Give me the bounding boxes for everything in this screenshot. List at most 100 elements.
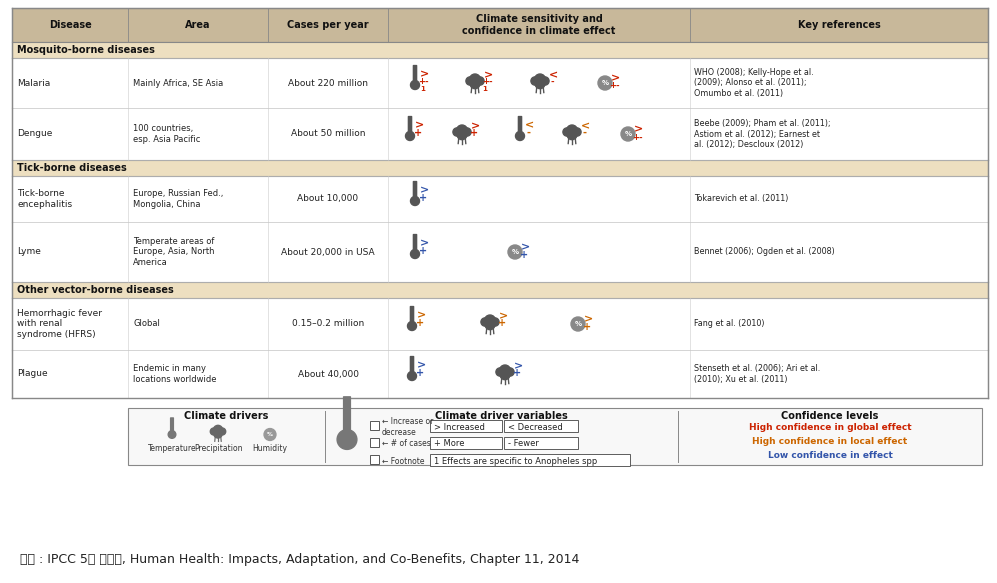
Circle shape (411, 80, 420, 90)
Text: Key references: Key references (798, 20, 880, 30)
Bar (12, 8, 988, 42)
Text: About 40,000: About 40,000 (297, 370, 359, 378)
Text: 1: 1 (421, 86, 426, 92)
Text: 1: 1 (483, 86, 488, 92)
FancyBboxPatch shape (517, 116, 522, 135)
Text: Mainly Africa, SE Asia: Mainly Africa, SE Asia (133, 79, 223, 87)
Circle shape (213, 426, 222, 435)
Text: >: > (420, 238, 429, 248)
Text: About 50 million: About 50 million (291, 129, 365, 139)
Circle shape (485, 315, 496, 326)
Text: Bennet (2006); Ogden et al. (2008): Bennet (2006); Ogden et al. (2008) (694, 248, 834, 257)
Text: +: + (470, 128, 479, 138)
Circle shape (453, 128, 462, 136)
Bar (370, 421, 379, 430)
Text: WHO (2008); Kelly-Hope et al.
(2009); Alonso et al. (2011);
Omumbo et al. (2011): WHO (2008); Kelly-Hope et al. (2009); Al… (694, 68, 814, 98)
Text: > Increased: > Increased (434, 423, 485, 431)
Circle shape (508, 245, 522, 259)
Text: >: > (520, 242, 529, 252)
Text: ← # of cases: ← # of cases (382, 440, 431, 448)
Circle shape (505, 368, 514, 376)
Text: %: % (267, 432, 273, 437)
FancyBboxPatch shape (413, 234, 418, 254)
Text: +: + (498, 318, 506, 328)
Circle shape (540, 77, 549, 85)
Circle shape (535, 79, 545, 89)
Text: Global: Global (133, 319, 160, 328)
Text: +: + (419, 246, 427, 256)
Text: +-: +- (632, 132, 642, 142)
FancyBboxPatch shape (169, 417, 174, 434)
Text: 자료 : IPCC 5차 보고서, Human Health: Impacts, Adaptation, and Co-Benefits, Chapter 11: 자료 : IPCC 5차 보고서, Human Health: Impacts,… (20, 553, 579, 567)
Text: Climate drivers: Climate drivers (184, 411, 268, 421)
Text: Area: Area (185, 20, 210, 30)
Text: Confidence levels: Confidence levels (782, 411, 878, 421)
Text: Endemic in many
locations worldwide: Endemic in many locations worldwide (133, 364, 216, 384)
Bar (370, 455, 379, 464)
Text: >: > (415, 120, 424, 130)
Text: - Fewer: - Fewer (508, 440, 538, 448)
Text: Dengue: Dengue (17, 129, 53, 139)
Circle shape (499, 365, 510, 376)
Text: >: > (420, 185, 429, 195)
Text: Precipitation: Precipitation (193, 444, 242, 453)
Bar (12, 222, 988, 282)
Text: >: > (417, 360, 426, 370)
Text: %: % (624, 131, 631, 137)
Text: +: + (419, 193, 427, 203)
Bar (12, 298, 988, 350)
Text: <: < (524, 120, 533, 130)
Text: Lyme: Lyme (17, 248, 41, 257)
Circle shape (496, 368, 504, 376)
Circle shape (566, 125, 577, 136)
Text: +: + (416, 368, 424, 378)
Text: High confidence in local effect: High confidence in local effect (753, 437, 907, 447)
Text: >: > (610, 73, 619, 83)
Circle shape (573, 128, 581, 136)
Text: +-: +- (609, 82, 619, 90)
Circle shape (218, 428, 225, 435)
Bar (370, 438, 379, 447)
Text: Other vector-borne diseases: Other vector-borne diseases (17, 285, 173, 295)
Text: Beebe (2009); Pham et al. (2011);
Astiom et al. (2012); Earnest et
al. (2012); D: Beebe (2009); Pham et al. (2011); Astiom… (694, 119, 831, 149)
Text: >: > (633, 124, 643, 134)
FancyBboxPatch shape (413, 65, 418, 85)
Bar (12, 176, 988, 222)
Text: +: + (416, 318, 424, 328)
Text: +-: +- (418, 78, 429, 86)
FancyBboxPatch shape (410, 356, 415, 375)
Circle shape (481, 318, 490, 326)
Circle shape (476, 77, 485, 85)
Circle shape (168, 431, 175, 438)
Text: < Decreased: < Decreased (508, 423, 562, 431)
Circle shape (598, 76, 612, 90)
Circle shape (213, 430, 222, 438)
Bar (12, 108, 988, 160)
Bar (12, 282, 988, 298)
Text: Europe, Russian Fed.,
Mongolia, China: Europe, Russian Fed., Mongolia, China (133, 189, 223, 209)
Text: Stenseth et al. (2006); Ari et al.
(2010); Xu et al. (2011): Stenseth et al. (2006); Ari et al. (2010… (694, 364, 821, 384)
Circle shape (457, 130, 467, 140)
Text: +: + (512, 368, 521, 378)
Circle shape (470, 74, 481, 85)
Circle shape (486, 320, 495, 330)
Bar (12, 350, 988, 398)
Circle shape (406, 132, 415, 141)
Text: %: % (511, 249, 518, 255)
Text: High confidence in global effect: High confidence in global effect (749, 423, 911, 433)
Bar (128, 408, 982, 465)
Text: %: % (601, 80, 608, 86)
Circle shape (534, 74, 545, 85)
Text: Tick-borne
encephalitis: Tick-borne encephalitis (17, 189, 72, 209)
Circle shape (264, 429, 276, 440)
Text: <: < (548, 70, 557, 80)
Circle shape (491, 318, 499, 326)
Bar (12, 58, 988, 108)
Text: -: - (526, 128, 530, 138)
Circle shape (411, 196, 420, 205)
Circle shape (411, 250, 420, 258)
FancyBboxPatch shape (410, 306, 415, 325)
Text: Tokarevich et al. (2011): Tokarevich et al. (2011) (694, 195, 789, 203)
Bar (12, 160, 988, 176)
Text: Malaria: Malaria (17, 79, 50, 87)
